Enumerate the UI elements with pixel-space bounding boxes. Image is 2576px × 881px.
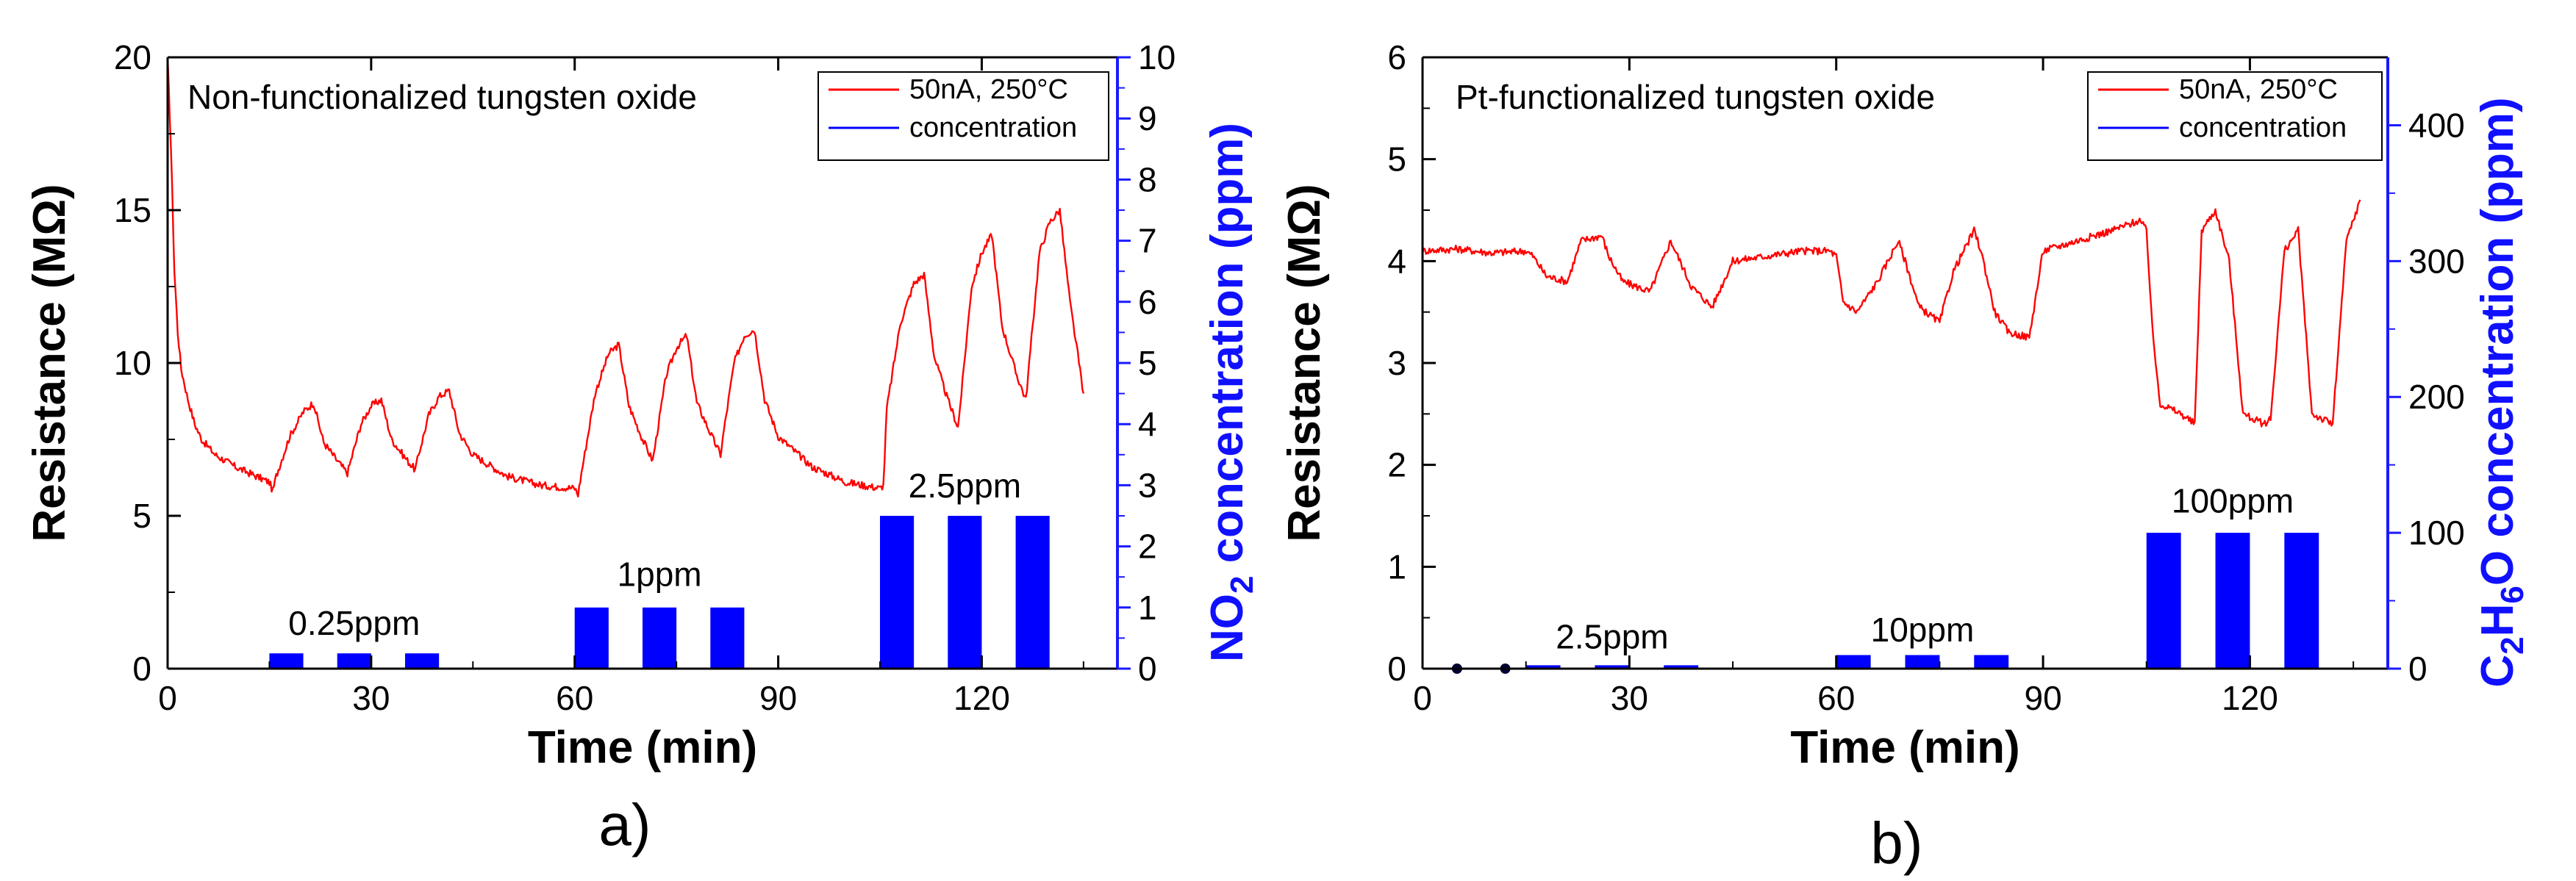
y-tick-label: 5 xyxy=(1387,140,1406,179)
y-tick-label: 20 xyxy=(114,38,151,76)
y2-axis-title-part: concentration (ppm) xyxy=(1202,123,1253,576)
y-tick-label: 10 xyxy=(114,344,151,382)
concentration-bar xyxy=(1836,655,1871,669)
concentration-annotation: 1ppm xyxy=(618,555,702,594)
concentration-bar xyxy=(1905,655,1940,669)
y2-axis-title-part: NO xyxy=(1202,594,1253,662)
y-axis-title: Resistance (MΩ) xyxy=(1279,184,1330,542)
concentration-annotation: 100ppm xyxy=(2172,481,2294,519)
y2-tick-label: 8 xyxy=(1138,160,1157,198)
concentration-bar xyxy=(574,607,609,669)
concentration-bar xyxy=(1664,665,1699,669)
x-tick-label: 30 xyxy=(1611,679,1648,717)
y2-tick-label: 0 xyxy=(2408,650,2427,688)
panel-label: a) xyxy=(598,792,651,857)
y-tick-label: 0 xyxy=(1387,650,1406,688)
y2-tick-label: 6 xyxy=(1138,283,1157,321)
panel-title: Pt-functionalized tungsten oxide xyxy=(1456,78,1935,116)
y-tick-label: 1 xyxy=(1387,547,1406,586)
y2-tick-label: 9 xyxy=(1138,99,1157,137)
y-axis-title: Resistance (MΩ) xyxy=(24,184,75,542)
concentration-bar xyxy=(1974,655,2009,669)
concentration-annotation: 2.5ppm xyxy=(909,467,1021,505)
resistance-line xyxy=(1421,199,2361,428)
y2-tick-label: 200 xyxy=(2408,378,2465,416)
concentration-bar xyxy=(1595,665,1630,669)
x-tick-label: 60 xyxy=(1817,679,1855,717)
concentration-bar xyxy=(337,653,371,669)
y2-tick-label: 1 xyxy=(1138,589,1157,627)
concentration-bar xyxy=(880,516,915,669)
y2-tick-label: 0 xyxy=(1138,650,1157,688)
y2-axis-title: C2H6O concentration (ppm) xyxy=(2472,97,2530,687)
x-axis-title: Time (min) xyxy=(528,722,757,773)
concentration-bar xyxy=(405,653,440,669)
x-tick-label: 0 xyxy=(158,679,177,717)
y-tick-label: 5 xyxy=(132,497,151,535)
y-tick-label: 0 xyxy=(132,650,151,688)
concentration-bar xyxy=(948,516,982,669)
x-tick-label: 120 xyxy=(954,679,1010,717)
x-tick-label: 90 xyxy=(2024,679,2061,717)
concentration-bar xyxy=(710,607,745,669)
legend-label: concentration xyxy=(2179,112,2347,143)
x-tick-label: 120 xyxy=(2222,679,2278,717)
panel-title: Non-functionalized tungsten oxide xyxy=(187,78,697,116)
y2-tick-label: 2 xyxy=(1138,528,1157,566)
resistance-line xyxy=(166,57,1085,498)
y2-tick-label: 100 xyxy=(2408,514,2465,552)
y-tick-label: 2 xyxy=(1387,446,1406,484)
concentration-bar xyxy=(2146,533,2181,669)
y2-axis-title-part: O concentration (ppm) xyxy=(2472,97,2523,586)
concentration-bar xyxy=(1015,516,1050,669)
x-tick-label: 30 xyxy=(352,679,390,717)
concentration-annotation: 0.25ppm xyxy=(288,604,420,642)
concentration-annotation: 2.5ppm xyxy=(1556,617,1668,655)
y2-tick-label: 5 xyxy=(1138,344,1157,382)
concentration-bar xyxy=(2215,533,2250,669)
x-axis-title: Time (min) xyxy=(1790,722,2019,773)
y2-axis-title-part: C xyxy=(2472,655,2523,688)
legend-label: 50nA, 250°C xyxy=(909,74,1068,105)
concentration-bar xyxy=(1525,665,1561,669)
y-tick-label: 15 xyxy=(114,191,151,229)
y2-axis-title-part: 2 xyxy=(1224,576,1260,594)
y-tick-label: 3 xyxy=(1387,344,1406,382)
y2-tick-label: 400 xyxy=(2408,106,2465,144)
y-tick-label: 6 xyxy=(1387,38,1406,76)
legend-label: concentration xyxy=(909,112,1077,143)
y-tick-label: 4 xyxy=(1387,242,1406,280)
concentration-bar xyxy=(643,607,677,669)
x-tick-label: 0 xyxy=(1413,679,1432,717)
concentration-bar xyxy=(269,653,304,669)
concentration-annotation: 10ppm xyxy=(1871,611,1975,649)
y2-axis-title: NO2 concentration (ppm) xyxy=(1202,123,1260,662)
y2-axis-title-part: 6 xyxy=(2494,586,2530,603)
y2-tick-label: 300 xyxy=(2408,242,2465,280)
y2-tick-label: 7 xyxy=(1138,222,1157,260)
y2-tick-label: 10 xyxy=(1138,38,1176,76)
y2-axis-title-part: 2 xyxy=(2494,636,2530,654)
concentration-bar xyxy=(2284,533,2319,669)
y2-tick-label: 4 xyxy=(1138,405,1157,443)
chart-panel-a: 0 30 60 90 120 0 5 10 15 20 0 1 2 3 4 5 6 7 8 9 10 Time (min)… xyxy=(24,38,1260,857)
panel-label: b) xyxy=(1870,810,1922,876)
y2-tick-label: 3 xyxy=(1138,466,1157,504)
legend-label: 50nA, 250°C xyxy=(2179,74,2338,105)
x-tick-label: 60 xyxy=(556,679,593,717)
legend-box xyxy=(2087,71,2383,161)
legend-box xyxy=(817,71,1109,161)
y2-axis-title-part: H xyxy=(2472,604,2523,637)
x-tick-label: 90 xyxy=(759,679,797,717)
